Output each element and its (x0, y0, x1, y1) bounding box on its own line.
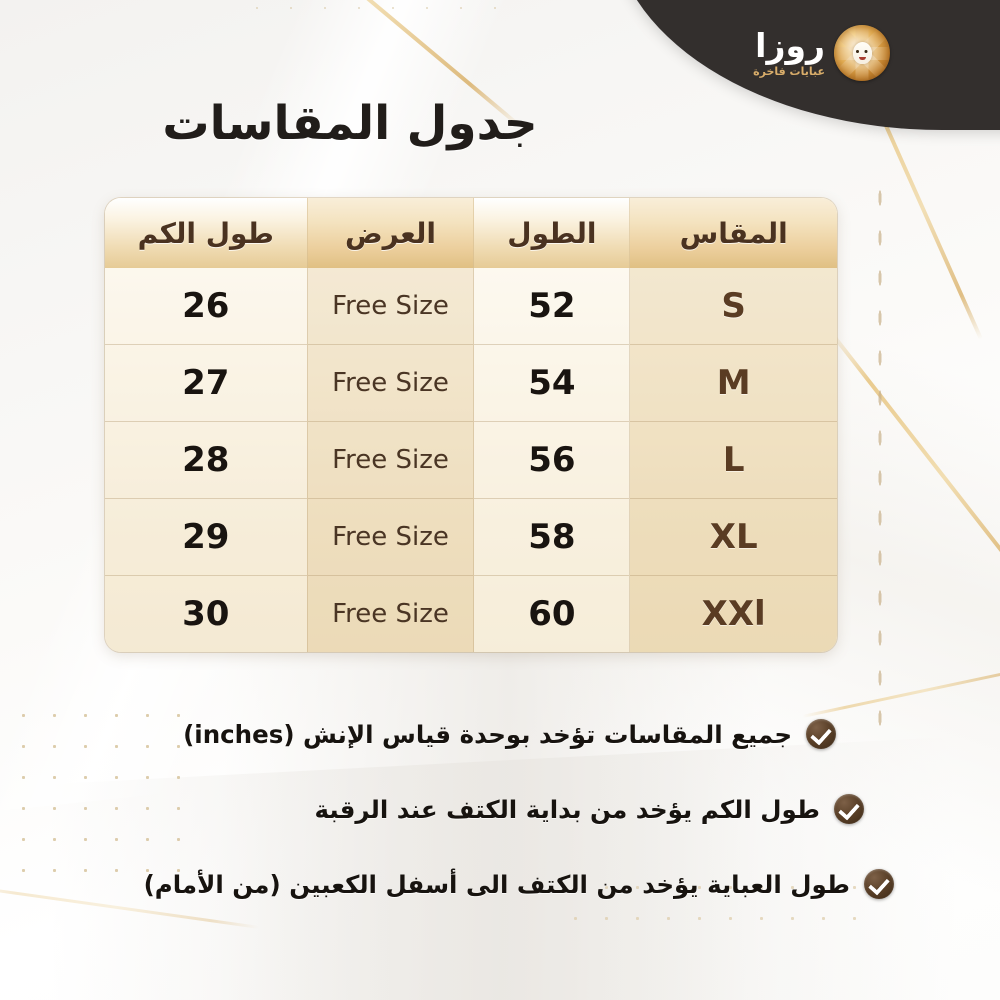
check-circle-icon (834, 794, 864, 824)
check-circle-icon (806, 719, 836, 749)
note-item: جميع المقاسات تؤخد بوحدة قياس الإنش (inc… (40, 710, 836, 758)
header-band-region (0, 0, 1000, 170)
page-title: جدول المقاسات (162, 96, 538, 151)
cell-width: Free Size (306, 575, 474, 652)
cell-width: Free Size (306, 421, 474, 499)
table-row: M 54 Free Size 27 (105, 344, 837, 422)
table-row: S 52 Free Size 26 (105, 268, 837, 345)
note-item: طول الكم يؤخد من بداية الكتف عند الرقبة (40, 785, 864, 833)
check-circle-icon (864, 869, 894, 899)
cell-sleeve: 27 (105, 344, 308, 422)
cell-width: Free Size (306, 498, 474, 576)
table-row: L 56 Free Size 28 (105, 421, 837, 499)
table-row: XXl 60 Free Size 30 (105, 575, 837, 652)
size-table-body: S 52 Free Size 26 M 54 Free Size 27 L 56… (105, 268, 837, 652)
cell-size: XL (629, 498, 837, 576)
column-header-size: المقاس (629, 198, 837, 268)
column-header-width: العرض (306, 198, 474, 268)
cell-length: 52 (473, 268, 630, 345)
brand-logo-text: روزا عبايات فاخرة (753, 29, 825, 77)
cell-length: 54 (473, 344, 630, 422)
size-table-container: المقاس الطول العرض طول الكم S 52 Free Si… (105, 198, 837, 652)
dot-column-right-decoration (876, 178, 884, 738)
table-row: XL 58 Free Size 29 (105, 498, 837, 576)
cell-size: S (629, 268, 837, 345)
cell-width: Free Size (306, 344, 474, 422)
size-table: المقاس الطول العرض طول الكم S 52 Free Si… (105, 198, 837, 652)
brand-logo: روزا عبايات فاخرة (700, 14, 890, 92)
cell-sleeve: 28 (105, 421, 308, 499)
cell-length: 56 (473, 421, 630, 499)
cell-length: 58 (473, 498, 630, 576)
brand-name: روزا (755, 26, 825, 65)
cell-size: L (629, 421, 837, 499)
size-table-header: المقاس الطول العرض طول الكم (105, 198, 837, 268)
note-text: جميع المقاسات تؤخد بوحدة قياس الإنش (inc… (183, 719, 792, 749)
brand-tagline: عبايات فاخرة (753, 65, 825, 78)
cell-sleeve: 30 (105, 575, 308, 652)
rose-swirl-face-icon (834, 25, 890, 81)
header-row: المقاس الطول العرض طول الكم (105, 198, 837, 268)
cell-length: 60 (473, 575, 630, 652)
cell-sleeve: 26 (105, 268, 308, 345)
cell-width: Free Size (306, 268, 474, 345)
cell-size: XXl (629, 575, 837, 652)
measurement-notes: جميع المقاسات تؤخد بوحدة قياس الإنش (inc… (40, 710, 894, 935)
note-text: طول العباية يؤخد من الكتف الى أسفل الكعب… (143, 869, 850, 899)
note-text: طول الكم يؤخد من بداية الكتف عند الرقبة (314, 794, 820, 824)
column-header-sleeve: طول الكم (105, 198, 308, 268)
column-header-length: الطول (473, 198, 630, 268)
cell-sleeve: 29 (105, 498, 308, 576)
face-icon (852, 42, 872, 64)
gold-diagonal-line (827, 328, 1000, 616)
cell-size: M (629, 344, 837, 422)
note-item: طول العباية يؤخد من الكتف الى أسفل الكعب… (40, 860, 894, 908)
